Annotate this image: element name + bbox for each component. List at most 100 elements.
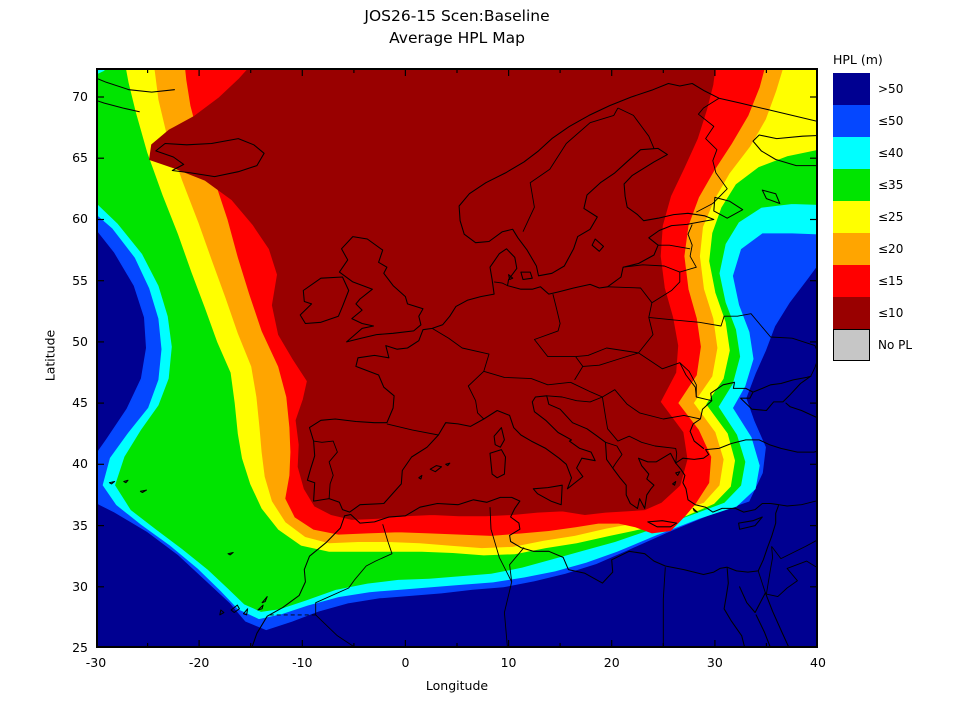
border-denmark-germany [494,281,508,287]
coastline-sicily [532,484,563,506]
legend-swatch [833,201,870,233]
x-tick-label: 20 [603,655,620,670]
figure-title-line1: JOS26-15 Scen:Baseline [364,7,550,25]
legend-swatch [833,233,870,265]
legend-swatch [833,265,870,297]
border-poland-east-chain [575,286,654,358]
coastline-menorca [445,462,451,467]
border-estonia-latvia [658,244,691,250]
coastline-rhodes [692,507,698,513]
legend-swatch [833,329,870,361]
coastline-chios [672,480,677,486]
legend-entries: >50 ≤50 ≤40 ≤35 ≤25 ≤20 ≤15 ≤10 No PL [833,73,958,361]
coastline-greenland-coast-lower [96,99,140,113]
border-portugal-spain [313,440,338,499]
x-tick-label: -10 [292,655,313,670]
legend-label: ≤15 [878,274,904,288]
border-egypt-libya [662,567,666,648]
hpl-band-10 [149,68,716,520]
map-layers [96,68,818,648]
x-tick-label: 10 [500,655,517,670]
x-tick-label: 0 [401,655,410,670]
border-danube-borders [570,381,701,420]
legend-swatch [833,137,870,169]
hpl-contour-map [96,68,818,648]
coastline-lake-ladoga [713,196,744,219]
y-tick-label: 25 [72,640,88,655]
coastline-azores-sao-miguel [139,489,148,494]
border-algeria-mali-mauritania [315,614,357,648]
legend-entry: ≤15 [833,265,958,297]
x-tick-label: -20 [188,655,210,670]
coastline-azores-faial [108,480,116,485]
legend-swatch [833,169,870,201]
coastline-sardinia [489,449,507,479]
border-morocco-algeria [315,524,393,615]
y-tick-label: 55 [72,272,88,288]
x-axis-label: Longitude [425,678,489,693]
coastline-lake-onega [761,189,781,205]
legend-label: No PL [878,338,913,352]
legend-title: HPL (m) [833,52,883,67]
plot-frame [96,68,818,648]
coastline-gotland [591,238,605,252]
coastline-red-sea-west-coast [755,614,772,648]
coastline-canary-fuerteventura [257,604,264,611]
coastline-europe-atlantic-baltic-arctic-coast [306,82,818,513]
coastline-funen [508,274,514,281]
coastline-sea-of-azov-north-coast [752,375,812,393]
coastline-corsica [493,427,505,448]
legend-label: ≤25 [878,210,904,224]
coastline-great-britain [338,236,424,343]
legend-label: ≤50 [878,114,904,128]
coastline-gulf-of-suez-coast [739,586,756,614]
y-tick-label: 30 [72,578,88,594]
coastline-mallorca [429,465,443,473]
coastline-nile-river [723,567,746,648]
legend-entry: ≤35 [833,169,958,201]
border-bosnia-croatia [546,395,603,403]
border-alpine-borders [483,370,571,386]
border-baltics-russia-belarus [651,224,697,304]
coastline-crete [647,520,678,528]
coastline-canary-gran-canaria [242,608,249,616]
border-turkey-syria-iraq [778,500,818,507]
coastline-ireland [299,276,350,325]
coastline-africa-levant-anatolia-coast [251,439,818,648]
coastline-canary-la-palma [219,609,225,616]
x-tick-label: -30 [85,655,107,670]
figure-title-line2: Average HPL Map [389,29,525,47]
coastline-greenland-coast-upper [96,77,175,93]
coastline-black-sea-north-coast [689,375,812,449]
colorbar-legend: HPL (m) >50 ≤50 ≤40 ≤35 ≤25 ≤20 ≤15 ≤10 No PL [833,52,958,361]
border-jordan-saudi-iraq [766,560,818,598]
coastline-canary-lanzarote [261,596,268,604]
legend-entry: ≤50 [833,105,958,137]
legend-entry: ≤20 [833,233,958,265]
border-france-spain-pyrenees [386,423,439,436]
legend-label: ≤40 [878,146,904,160]
legend-label: ≤10 [878,306,904,320]
y-tick-label: 50 [72,333,88,349]
border-moldova-prut [679,362,697,398]
legend-swatch [833,297,870,329]
border-israel-jordan [765,546,774,595]
x-tick-label: 40 [810,655,826,670]
border-ukraine-belarus-russia [648,313,818,377]
coastline-europe-mediterranean-coast [437,395,677,509]
y-tick-label: 45 [72,395,88,411]
coastline-iceland [155,138,265,178]
coastline-ibiza [418,474,423,480]
coastline-sinai-aqaba-coast [754,592,766,614]
border-israel-egypt [757,570,766,594]
border-finland-russia [696,97,728,213]
coastline-madeira [227,551,234,556]
coastline-lesbos [675,471,681,476]
y-tick-label: 70 [72,89,88,105]
coastline-canary-tenerife [230,604,240,614]
border-albania-greece [605,441,623,469]
legend-swatch [833,73,870,105]
legend-entry: ≤10 [833,297,958,329]
border-austria-hungary [574,356,584,381]
